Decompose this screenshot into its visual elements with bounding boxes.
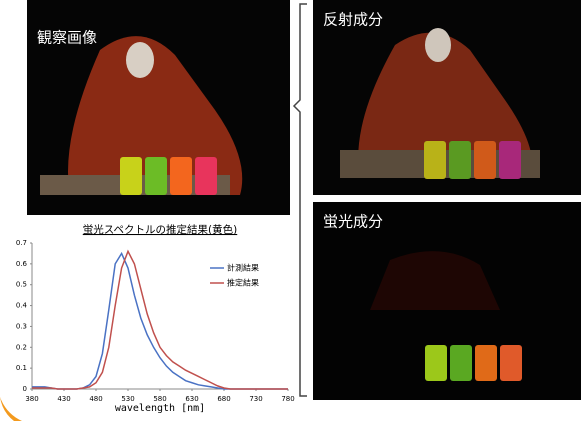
x-tick-label: 430 <box>57 395 70 403</box>
series-line <box>32 253 288 389</box>
x-tick-label: 530 <box>121 395 134 403</box>
x-tick-label: 630 <box>185 395 198 403</box>
y-tick-label: 0 <box>23 385 27 393</box>
panel-label: 観察画像 <box>37 29 97 47</box>
x-axis-label: wavelength [nm] <box>115 403 205 414</box>
y-tick-label: 0.3 <box>16 322 27 330</box>
legend-label: 推定結果 <box>227 278 259 288</box>
reflection-photo <box>313 0 581 195</box>
x-tick-label: 480 <box>89 395 102 403</box>
x-tick-label: 780 <box>281 395 294 403</box>
y-tick-label: 0.1 <box>16 364 27 372</box>
panel-label: 蛍光成分 <box>323 213 383 231</box>
x-tick-label: 730 <box>249 395 262 403</box>
y-tick-label: 0.5 <box>16 281 27 289</box>
figure: 観察画像 反射成分 蛍光成分 蛍光スペクトルの推定結果(黄色) waveleng… <box>0 0 581 421</box>
decoration <box>0 372 22 421</box>
bracket <box>294 4 307 396</box>
x-tick-label: 380 <box>25 395 38 403</box>
legend-label: 計測結果 <box>227 263 259 273</box>
y-tick-label: 0.6 <box>16 260 28 268</box>
y-tick-label: 0.7 <box>16 239 27 247</box>
y-tick-label: 0.4 <box>16 302 28 310</box>
panel-label: 反射成分 <box>323 11 383 29</box>
chart-title: 蛍光スペクトルの推定結果(黄色) <box>83 223 237 236</box>
fluorescence-photo <box>313 202 581 400</box>
x-tick-label: 580 <box>153 395 166 403</box>
y-tick-label: 0.2 <box>16 343 27 351</box>
x-tick-label: 680 <box>217 395 230 403</box>
